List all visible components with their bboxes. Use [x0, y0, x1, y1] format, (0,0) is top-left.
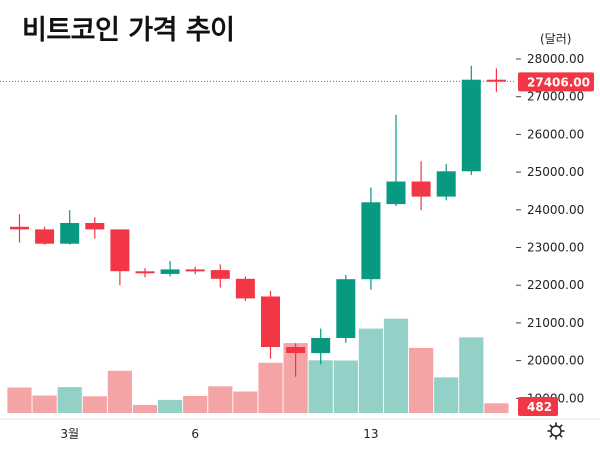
gear-tooth — [549, 434, 553, 438]
candle-body[interactable] — [261, 296, 280, 348]
last-price-badge: 27406.00 — [518, 72, 594, 92]
last-volume-badge: 482 — [518, 397, 558, 416]
candle-body[interactable] — [286, 347, 306, 353]
gear-tooth — [559, 434, 563, 438]
volume-bar — [7, 387, 32, 413]
time-tick-label: 13 — [363, 427, 378, 441]
volume-bar — [57, 387, 82, 413]
candle-body[interactable] — [10, 226, 29, 230]
last-volume-badge-bg — [518, 397, 558, 416]
candle-layer — [10, 65, 506, 377]
volume-bar — [258, 362, 283, 414]
candle-body[interactable] — [361, 202, 381, 280]
price-tick-label: 26000.00 — [527, 127, 584, 141]
volume-bar — [333, 360, 358, 413]
candle-body[interactable] — [386, 181, 406, 205]
volume-bar — [32, 395, 57, 413]
price-tick-label: 28000.00 — [527, 52, 584, 66]
gear-tooth — [559, 424, 563, 428]
gear-teeth — [547, 422, 565, 440]
chart-title: 비트코인 가격 추이 — [22, 15, 235, 46]
price-tick-label: 22000.00 — [527, 278, 584, 292]
price-tick-label: 27000.00 — [527, 90, 584, 104]
last-price-label: 27406.00 — [527, 75, 590, 89]
price-axis[interactable] — [516, 45, 600, 418]
volume-bar — [208, 386, 233, 413]
volume-bar — [484, 403, 509, 413]
candle-body[interactable] — [185, 269, 205, 272]
price-tick-label: 20000.00 — [527, 354, 584, 368]
price-tick-label: 24000.00 — [527, 203, 584, 217]
candle-body[interactable] — [110, 229, 130, 272]
candle-body[interactable] — [486, 79, 506, 82]
unit-label: (달러) — [540, 32, 571, 46]
candle-body[interactable] — [210, 270, 230, 279]
price-tick-label: 25000.00 — [527, 165, 584, 179]
volume-bar — [383, 318, 409, 413]
volume-bar — [132, 405, 158, 413]
time-tick-label: 6 — [191, 427, 199, 441]
candle-body[interactable] — [461, 79, 481, 172]
last-volume-label: 482 — [527, 400, 552, 414]
candle-body[interactable] — [235, 278, 255, 299]
settings-gear-icon[interactable] — [547, 422, 565, 440]
volume-layer — [7, 318, 509, 414]
price-tick-label: 23000.00 — [527, 241, 584, 255]
volume-bar — [233, 391, 258, 413]
candle-body[interactable] — [160, 269, 180, 274]
candle-body[interactable] — [35, 229, 55, 244]
gear-tooth — [549, 424, 553, 428]
candle-body[interactable] — [135, 271, 155, 274]
candle-body[interactable] — [85, 223, 105, 230]
volume-bar — [107, 370, 132, 413]
candle-body[interactable] — [60, 223, 80, 244]
volume-bar — [82, 396, 107, 413]
volume-bar — [358, 328, 383, 413]
candle-body[interactable] — [411, 181, 431, 197]
time-axis-ticks: 3월 6 13 — [60, 427, 378, 441]
volume-bar — [158, 399, 183, 413]
price-tick-label: 21000.00 — [527, 316, 584, 330]
candle-body[interactable] — [311, 338, 331, 354]
volume-bar — [434, 377, 459, 413]
volume-bar — [308, 360, 333, 413]
volume-bar — [183, 395, 208, 413]
candle-body[interactable] — [336, 279, 356, 338]
volume-bar — [409, 347, 434, 413]
last-price-badge-bg — [518, 72, 594, 92]
volume-bar — [459, 337, 484, 413]
candle-body[interactable] — [436, 171, 456, 197]
time-tick-label: 3월 — [60, 427, 79, 441]
